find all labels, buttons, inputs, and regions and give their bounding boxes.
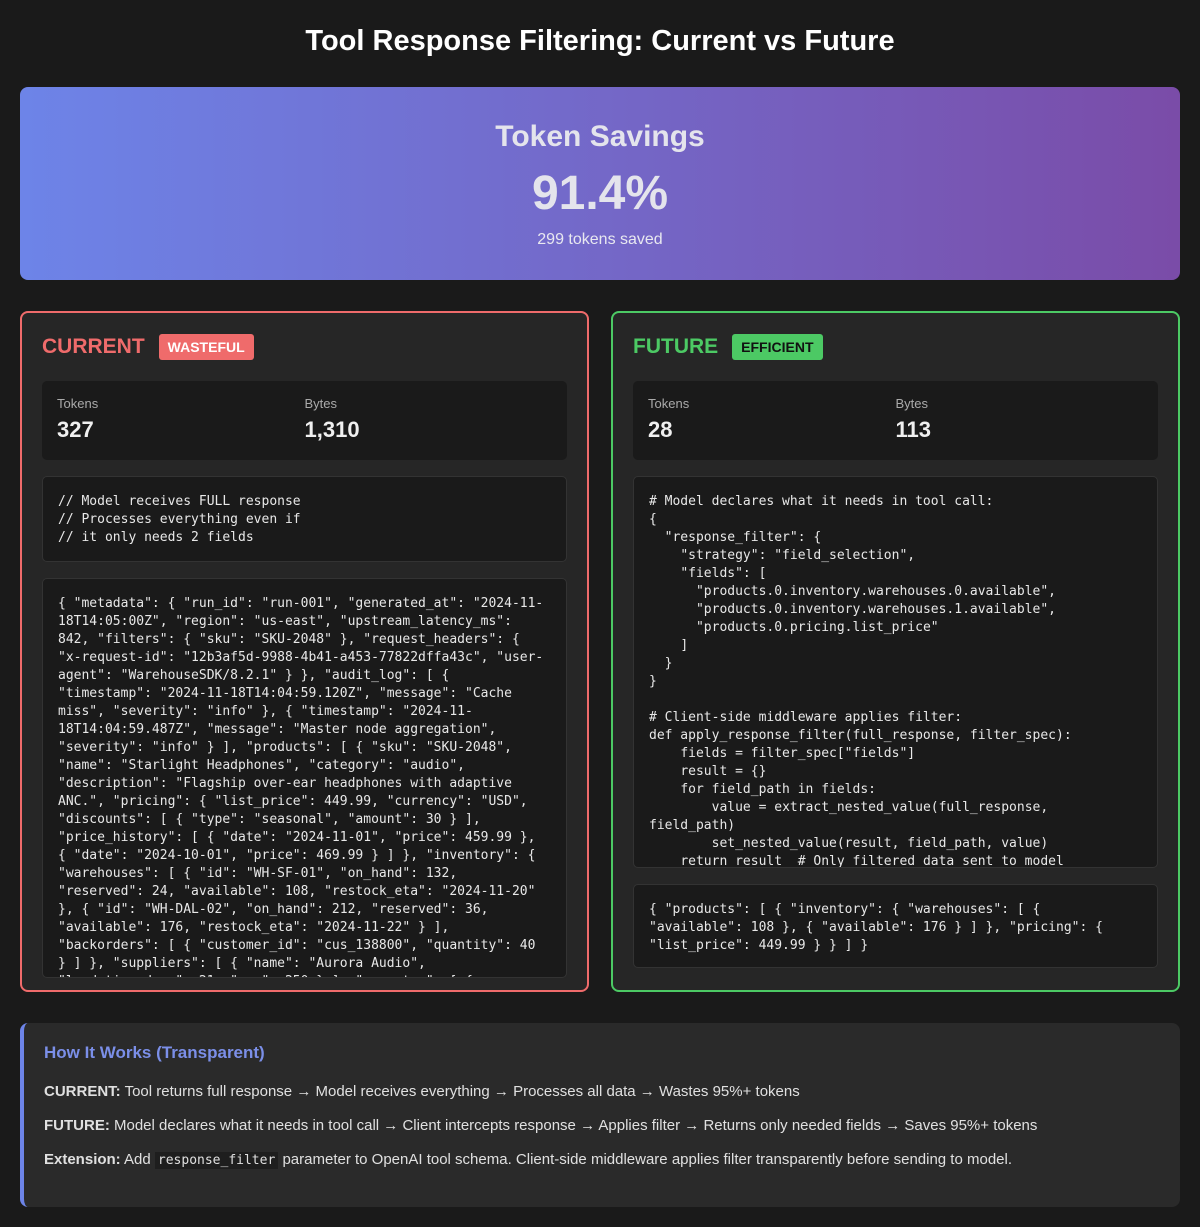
tokens-value: 327 bbox=[57, 417, 94, 442]
future-title: FUTURE bbox=[633, 335, 719, 358]
wasteful-badge: WASTEFUL bbox=[158, 334, 254, 360]
token-savings-banner: Token Savings 91.4% 299 tokens saved bbox=[20, 87, 1180, 280]
current-stats: Tokens 327 Bytes 1,310 bbox=[42, 381, 567, 460]
how-extension: Extension: Add response_filter parameter… bbox=[44, 1151, 1160, 1169]
how-it-works-section: How It Works (Transparent) CURRENT: Tool… bbox=[20, 1023, 1180, 1207]
efficient-badge: EFFICIENT bbox=[732, 334, 823, 360]
current-response-block[interactable]: { "metadata": { "run_id": "run-001", "ge… bbox=[42, 578, 567, 978]
bytes-label: Bytes bbox=[304, 396, 338, 411]
future-text: Model declares what it needs in tool cal… bbox=[109, 1117, 1038, 1134]
how-current: CURRENT: Tool returns full response → Mo… bbox=[44, 1083, 1160, 1100]
current-label: CURRENT: bbox=[44, 1083, 121, 1100]
extension-label: Extension: bbox=[44, 1151, 121, 1168]
savings-label: Token Savings bbox=[495, 120, 705, 153]
tokens-label: Tokens bbox=[57, 396, 99, 411]
future-stats: Tokens 28 Bytes 113 bbox=[633, 381, 1158, 460]
tokens-label: Tokens bbox=[648, 396, 690, 411]
current-comment-block: // Model receives FULL response // Proce… bbox=[42, 476, 567, 562]
future-label: FUTURE: bbox=[44, 1117, 110, 1134]
future-code-block: # Model declares what it needs in tool c… bbox=[633, 476, 1158, 868]
future-panel: FUTURE EFFICIENT Tokens 28 Bytes 113 # Mode… bbox=[611, 311, 1180, 992]
how-future: FUTURE: Model declares what it needs in … bbox=[44, 1117, 1160, 1134]
bytes-label: Bytes bbox=[895, 396, 929, 411]
param-code: response_filter bbox=[154, 1152, 279, 1169]
current-text: Tool returns full response → Model recei… bbox=[120, 1083, 800, 1100]
bytes-value: 1,310 bbox=[304, 417, 360, 442]
tokens-value: 28 bbox=[648, 417, 673, 442]
savings-detail: 299 tokens saved bbox=[537, 231, 663, 248]
current-title: CURRENT bbox=[42, 335, 145, 358]
extension-text: parameter to OpenAI tool schema. Client-… bbox=[278, 1151, 1013, 1168]
savings-percent: 91.4% bbox=[531, 167, 669, 220]
page-title: Tool Response Filtering: Current vs Futu… bbox=[305, 25, 895, 57]
current-panel: CURRENT WASTEFUL Tokens 327 Bytes 1,310 // … bbox=[20, 311, 589, 992]
future-response-block: { "products": [ { "inventory": { "wareho… bbox=[633, 884, 1158, 968]
how-title: How It Works (Transparent) bbox=[44, 1043, 265, 1062]
extension-text: Add bbox=[120, 1151, 155, 1168]
bytes-value: 113 bbox=[895, 417, 932, 442]
